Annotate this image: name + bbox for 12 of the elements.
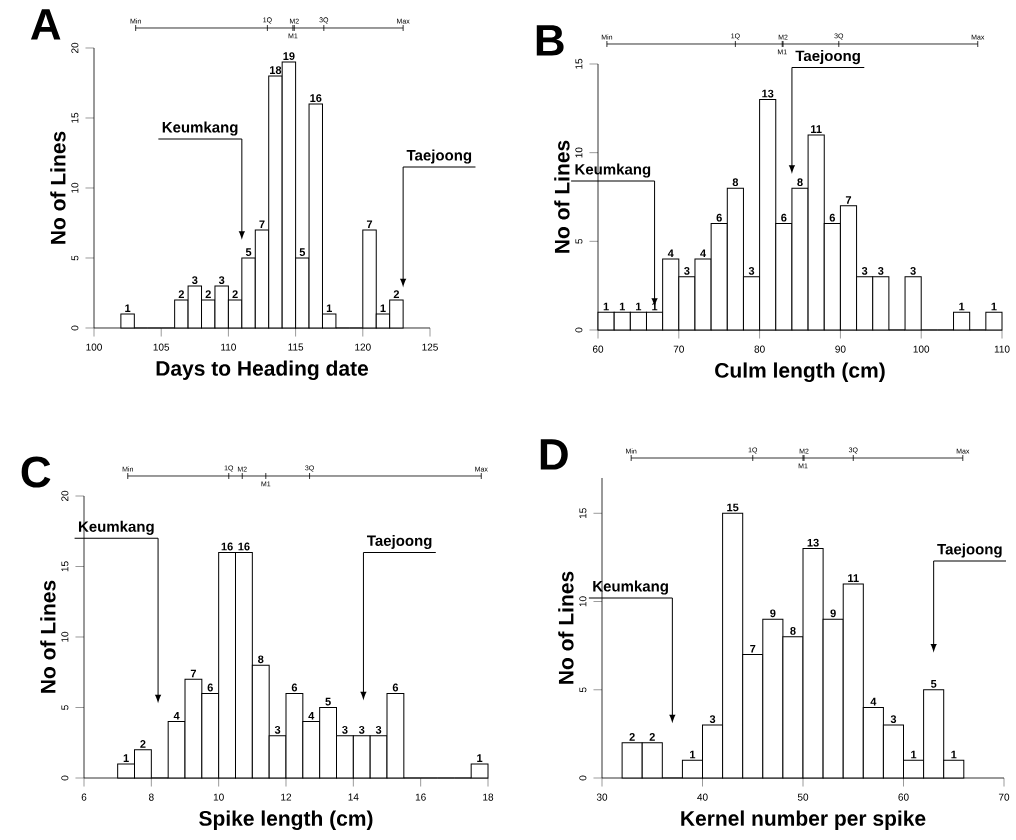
y-axis-title: No of Lines xyxy=(558,571,574,684)
chart-title: D xyxy=(540,439,568,470)
chart-title: B xyxy=(536,25,564,56)
x-axis-title: Kernel number per spike xyxy=(681,810,926,830)
y-axis-title: No of Lines xyxy=(40,580,56,693)
chart-title: A xyxy=(30,9,61,40)
x-axis-title: Days to Heading date xyxy=(156,360,369,381)
y-axis-title: No of Lines xyxy=(50,131,66,244)
x-axis-title: Spike length (cm) xyxy=(199,810,373,831)
x-axis-title: Culm length (cm) xyxy=(715,362,885,383)
y-axis-title: No of Lines xyxy=(554,140,570,253)
chart-title: C xyxy=(21,456,51,488)
